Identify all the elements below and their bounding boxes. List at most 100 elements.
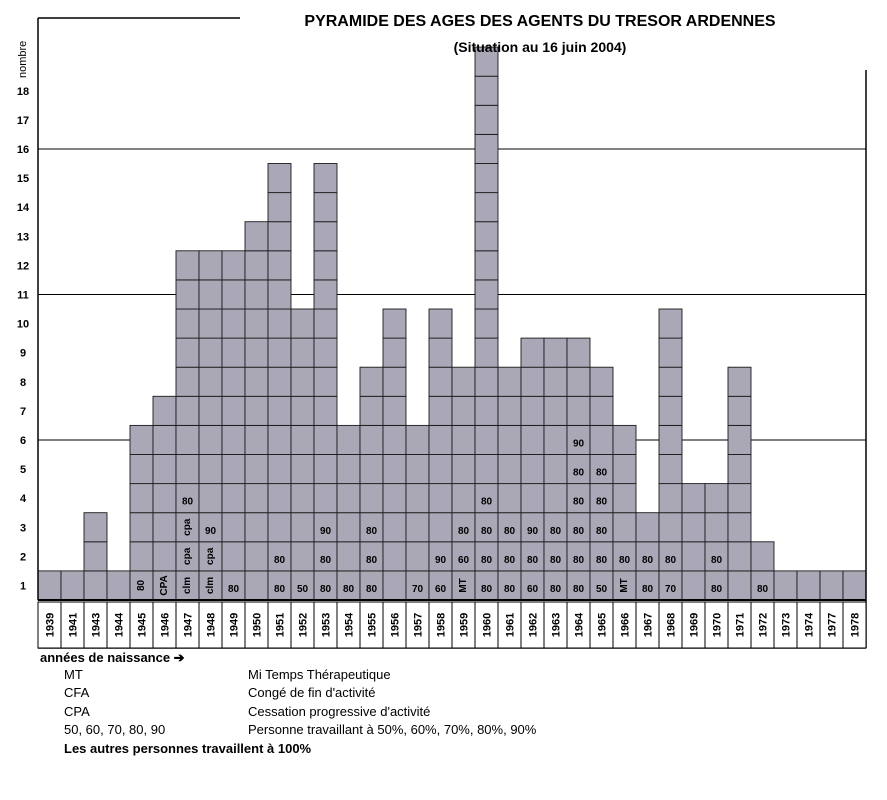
bar-cell-1977 [819,570,844,601]
bar-cell-1959 [451,424,476,455]
bar-cell-1958 [428,512,453,543]
bar-cell-1968 [658,454,683,485]
bar-cell-1960 [474,104,499,135]
bar-cell-1971 [727,395,752,426]
bar-cell-1951 [267,163,292,194]
bar-cell-1968 [658,337,683,368]
bar-cell-1953 [313,395,338,426]
y-tick-label: 18 [17,86,29,98]
cell-annotation: 60 [435,584,447,595]
cell-annotation: 80 [619,555,631,566]
cell-annotation: 80 [550,555,562,566]
bar-cell-1957 [405,483,430,514]
bar-cell-1952 [290,483,315,514]
x-tick-label-1945: 1945 [137,613,149,637]
x-tick-label-1969: 1969 [689,613,701,637]
cell-annotation: 80 [573,468,585,479]
bar-cell-1951 [267,454,292,485]
x-tick-label-1968: 1968 [666,613,678,637]
x-tick-label-1973: 1973 [781,613,793,637]
bar-cell-1963 [543,395,568,426]
bar-cell-1955 [359,483,384,514]
bar-cell-1959 [451,483,476,514]
x-tick-label-1970: 1970 [712,613,724,637]
bar-cell-1963 [543,454,568,485]
bar-cell-1956 [382,308,407,339]
bar-cell-1960 [474,192,499,223]
bar-cell-1958 [428,454,453,485]
bar-cell-1971 [727,512,752,543]
cell-annotation: 90 [435,555,447,566]
bar-cell-1950 [244,395,269,426]
cell-annotation: 80 [366,584,378,595]
y-tick-label: 2 [20,551,26,563]
bar-cell-1946 [152,541,177,572]
bar-cell-1952 [290,366,315,397]
bar-cell-1964 [566,395,591,426]
x-tick-label-1951: 1951 [275,613,287,637]
bar-cell-1960 [474,221,499,252]
bar-cell-1958 [428,424,453,455]
y-tick-label: 12 [17,260,29,272]
bar-cell-1952 [290,454,315,485]
bar-cell-1949 [221,424,246,455]
bar-cell-1960 [474,337,499,368]
cell-annotation: 80 [550,584,562,595]
bar-cell-1950 [244,570,269,601]
bar-cell-1949 [221,337,246,368]
bar-cell-1958 [428,337,453,368]
cell-annotation: 80 [481,497,493,508]
x-tick-label-1978: 1978 [850,613,862,637]
bar-cell-1961 [497,395,522,426]
bar-cell-1948 [198,279,223,310]
bar-cell-1961 [497,366,522,397]
cell-annotation: 80 [136,579,147,591]
bar-cell-1948 [198,250,223,281]
bar-cell-1952 [290,308,315,339]
bar-cell-1962 [520,454,545,485]
cell-annotation: MT [458,578,469,592]
bar-cell-1961 [497,483,522,514]
bar-cell-1951 [267,192,292,223]
cell-annotation: MT [619,578,630,592]
cell-annotation: 80 [596,468,608,479]
bar-cell-1962 [520,483,545,514]
bar-cell-1950 [244,512,269,543]
bar-cell-1963 [543,366,568,397]
bar-cell-1951 [267,366,292,397]
bar-cell-1943 [83,541,108,572]
bar-cell-1956 [382,424,407,455]
cell-annotation: 80 [320,584,332,595]
bar-cell-1963 [543,337,568,368]
bar-cell-1967 [635,512,660,543]
bar-cell-1948 [198,366,223,397]
bar-cell-1969 [681,570,706,601]
cell-annotation: 80 [481,555,493,566]
cell-annotation: 80 [573,526,585,537]
bar-cell-1964 [566,337,591,368]
bar-cell-1962 [520,424,545,455]
bar-cell-1956 [382,512,407,543]
bar-cell-1959 [451,395,476,426]
y-tick-label: 1 [20,580,26,592]
bar-cell-1968 [658,424,683,455]
y-tick-label: 13 [17,231,29,243]
bar-cell-1968 [658,512,683,543]
bar-cell-1971 [727,454,752,485]
x-tick-label-1954: 1954 [344,612,356,637]
bar-cell-1951 [267,395,292,426]
bar-cell-1978 [842,570,867,601]
cell-annotation: 80 [228,584,240,595]
legend-footer: Les autres personnes travaillent à 100% [64,741,312,756]
cell-annotation: 80 [481,584,493,595]
bar-cell-1953 [313,366,338,397]
cell-annotation: 80 [274,584,286,595]
bar-cell-1958 [428,483,453,514]
x-tick-label-1972: 1972 [758,613,770,637]
bar-cell-1952 [290,424,315,455]
legend-key-percent: 50, 60, 70, 80, 90 [64,722,166,737]
x-tick-label-1955: 1955 [367,613,379,637]
x-tick-label-1953: 1953 [321,613,333,637]
bar-cell-1947 [175,308,200,339]
